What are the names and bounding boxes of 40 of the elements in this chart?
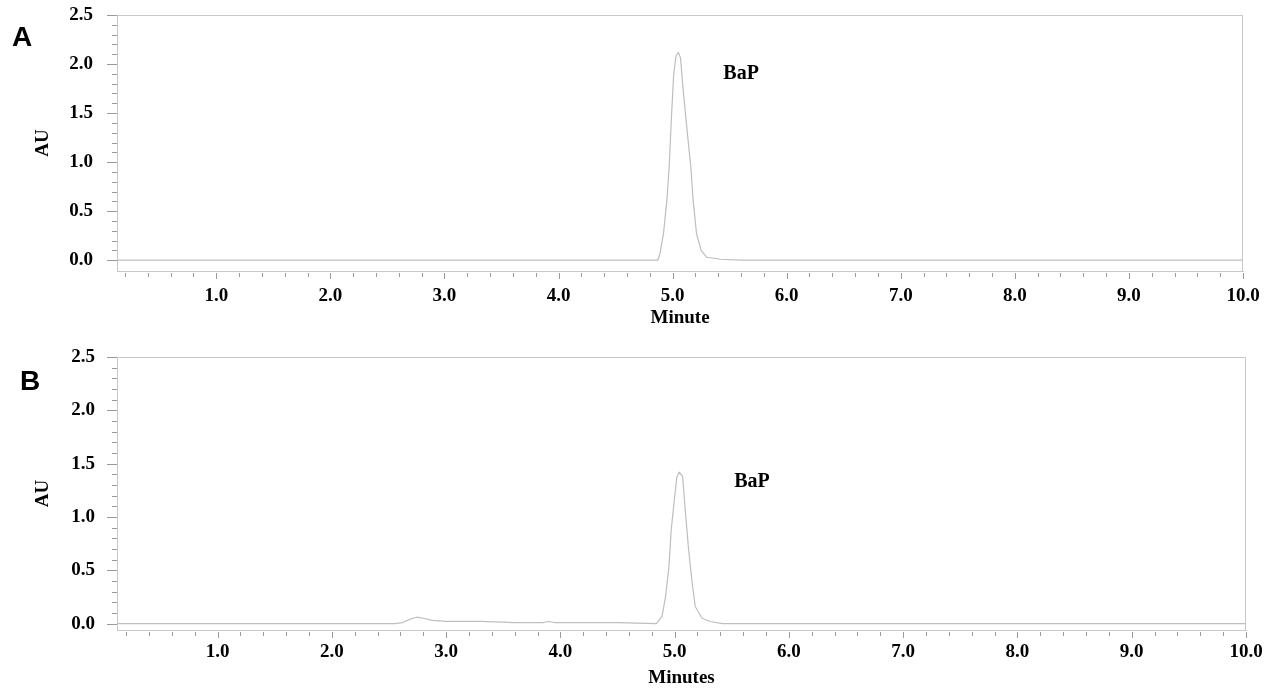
y-tick-label: 1.0 [69, 150, 93, 172]
x-tick-label: 9.0 [1119, 640, 1144, 662]
x-axis-title: Minutes [648, 665, 715, 687]
x-tick-label: 7.0 [888, 284, 913, 306]
x-tick-label: 3.0 [434, 640, 458, 662]
x-tick-label: 3.0 [432, 284, 457, 306]
x-tick-label: 2.0 [319, 640, 344, 662]
y-tick-label: 2.0 [71, 398, 95, 420]
x-tick-label: 8.0 [1002, 284, 1027, 306]
y-tick-label: 2.5 [71, 344, 95, 366]
y-tick-label: 1.5 [69, 100, 93, 122]
y-tick-label: 2.0 [69, 51, 93, 73]
y-tick-label: 0.5 [69, 199, 93, 221]
y-tick-label: 2.5 [69, 2, 93, 24]
chart-title: A [12, 20, 33, 52]
y-tick-label: 1.5 [71, 451, 95, 473]
x-tick-label: 4.0 [548, 640, 573, 662]
annotation: BaP [734, 469, 770, 492]
y-tick-label: 1.0 [71, 504, 95, 526]
y-tick-label: 0.5 [71, 558, 95, 580]
x-tick-label: 10.0 [1226, 284, 1260, 306]
chart-title: B [20, 364, 41, 396]
y-tick-label: 0.0 [71, 611, 95, 633]
x-tick-label: 8.0 [1005, 640, 1030, 662]
x-tick-label: 1.0 [205, 640, 230, 662]
x-tick-label: 5.0 [660, 284, 685, 306]
x-tick-label: 7.0 [891, 640, 916, 662]
x-tick-label: 6.0 [777, 640, 801, 662]
x-tick-label: 5.0 [662, 640, 687, 662]
x-tick-label: 4.0 [546, 284, 571, 306]
x-tick-label: 10.0 [1229, 640, 1263, 662]
y-axis-title: AU [31, 129, 53, 157]
x-tick-label: 1.0 [204, 284, 229, 306]
annotation: BaP [723, 61, 759, 84]
x-axis-title: Minute [650, 305, 710, 327]
x-tick-label: 2.0 [318, 284, 343, 306]
x-tick-label: 9.0 [1117, 284, 1141, 306]
y-tick-label: 0.0 [69, 248, 93, 270]
x-tick-label: 6.0 [774, 284, 799, 306]
y-axis-title: AU [31, 479, 53, 508]
